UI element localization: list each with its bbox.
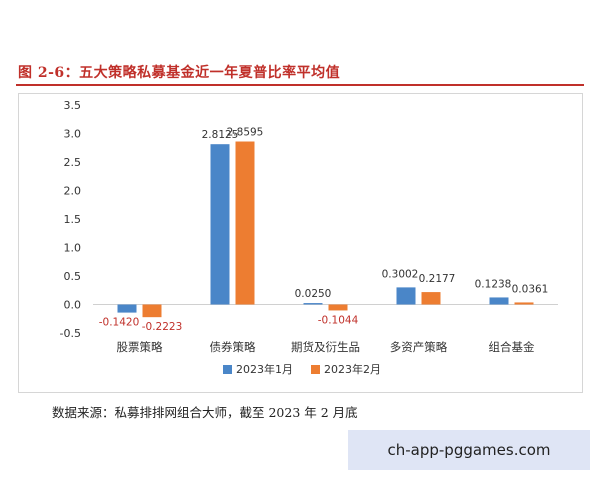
legend-swatch-jan — [223, 365, 232, 374]
data-label: -0.2223 — [142, 321, 183, 333]
data-label: 0.0361 — [512, 283, 549, 295]
bar-jan — [210, 144, 230, 305]
data-label: 2.8595 — [227, 127, 264, 139]
y-tick-label: 3.5 — [64, 99, 82, 112]
y-tick-label: 0.5 — [64, 270, 82, 283]
x-category-label: 多资产策略 — [390, 340, 448, 354]
data-label: 0.3002 — [382, 268, 419, 280]
watermark-banner: ch-app-pggames.com — [348, 430, 590, 470]
bar-jan — [396, 287, 416, 305]
data-label: -0.1044 — [318, 314, 359, 326]
bar-jan — [117, 304, 137, 313]
data-label: -0.1420 — [99, 317, 140, 329]
y-tick-label: 1.0 — [64, 242, 82, 255]
y-tick-label: 0.0 — [64, 299, 82, 312]
figure-title: 图 2-6：五大策略私募基金近一年夏普比率平均值 — [18, 65, 341, 81]
bar-feb — [235, 141, 255, 305]
x-category-label: 组合基金 — [489, 340, 535, 354]
legend-label: 2023年2月 — [324, 362, 381, 376]
y-tick-label: 2.5 — [64, 156, 82, 169]
bar-feb — [514, 302, 534, 305]
title-rule — [16, 84, 584, 86]
y-tick-label: -0.5 — [60, 327, 81, 340]
legend-swatch-feb — [311, 365, 320, 374]
x-category-label: 债券策略 — [210, 340, 256, 354]
bar-chart: -0.50.00.51.01.52.02.53.03.5股票策略-0.1420-… — [60, 99, 558, 376]
y-tick-label: 2.0 — [64, 185, 82, 198]
bar-feb — [142, 304, 162, 318]
data-label: 0.2177 — [419, 273, 456, 285]
data-label: 0.0250 — [295, 288, 332, 300]
data-source-note: 数据来源：私募排排网组合大师，截至 2023 年 2 月底 — [52, 405, 358, 420]
bar-jan — [303, 303, 323, 305]
bar-feb — [328, 304, 348, 311]
bar-jan — [489, 297, 509, 305]
x-category-label: 期货及衍生品 — [291, 340, 360, 354]
watermark-text: ch-app-pggames.com — [387, 441, 551, 459]
y-tick-label: 3.0 — [64, 128, 82, 141]
y-tick-label: 1.5 — [64, 213, 82, 226]
data-label: 0.1238 — [475, 278, 512, 290]
legend-label: 2023年1月 — [236, 362, 293, 376]
plot-frame — [18, 93, 583, 393]
bar-feb — [421, 292, 441, 305]
x-category-label: 股票策略 — [117, 340, 163, 354]
data-label: 2.8125 — [202, 129, 239, 141]
